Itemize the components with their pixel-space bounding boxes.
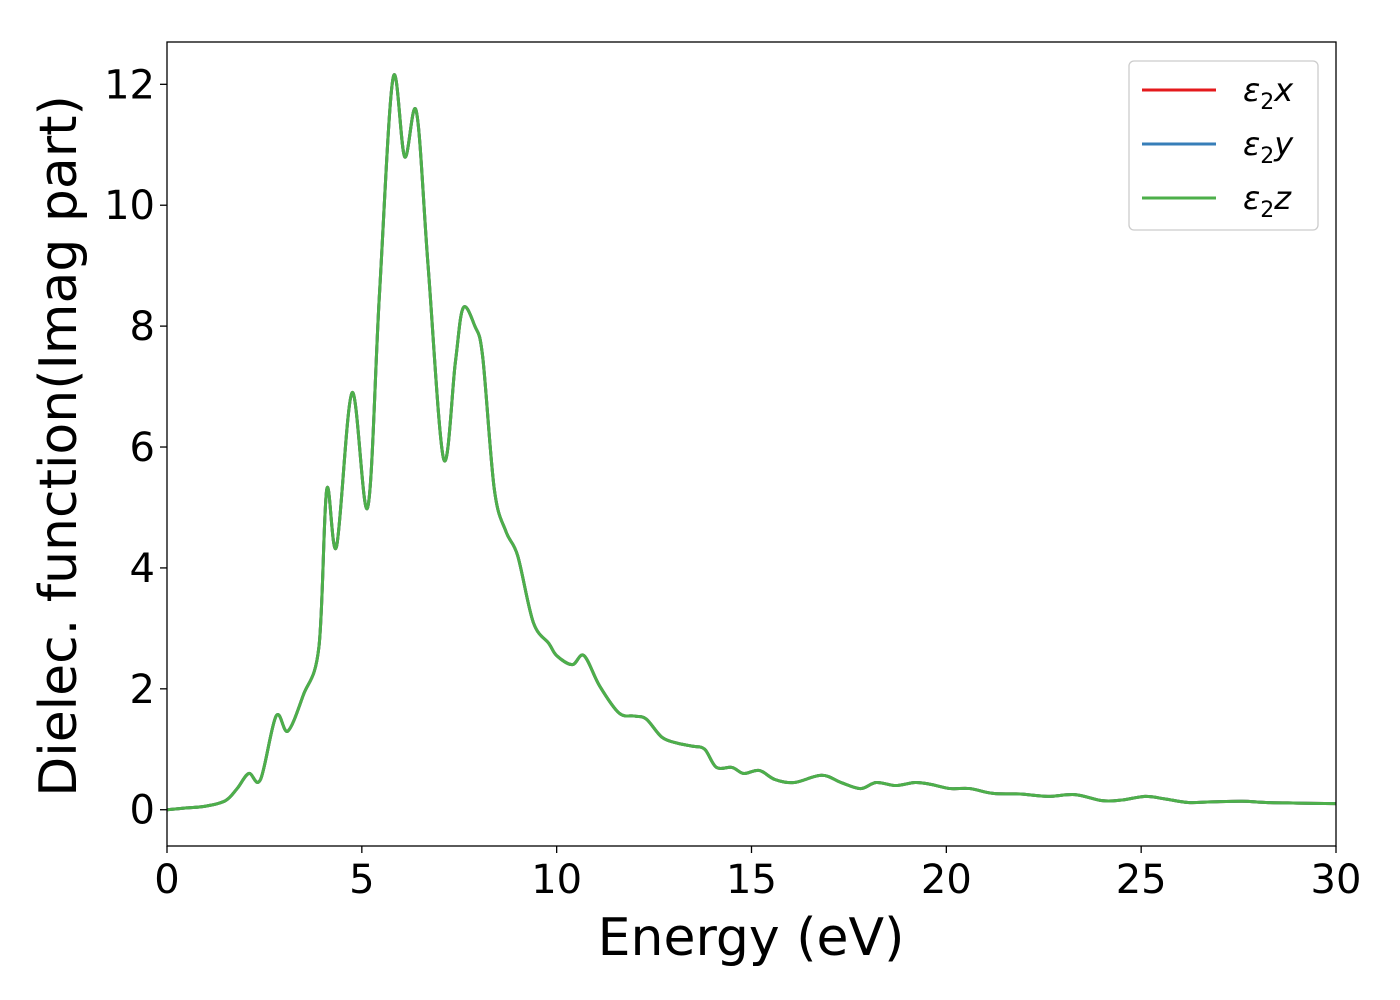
x-tick-label: 15 xyxy=(726,857,777,903)
x-tick-label: 0 xyxy=(154,857,179,903)
legend-label: ε2z xyxy=(1243,179,1292,223)
x-tick-label: 20 xyxy=(921,857,972,903)
y-tick-label: 0 xyxy=(130,788,155,834)
legend-entry-z: ε2z xyxy=(1142,179,1292,223)
x-tick-label: 5 xyxy=(349,857,374,903)
y-tick-label: 10 xyxy=(104,183,155,229)
legend-entry-x: ε2x xyxy=(1142,71,1294,115)
x-axis-title: Energy (eV) xyxy=(598,908,905,968)
y-axis-title: Dielec. function(Imag part) xyxy=(29,95,89,797)
y-tick-label: 2 xyxy=(130,667,155,713)
ticks-layer: 0 5 10 15 20 25 30 0 2 4 6 8 10 12 xyxy=(104,62,1361,903)
y-tick-label: 6 xyxy=(130,425,155,471)
x-tick-label: 10 xyxy=(531,857,582,903)
x-tick-label: 30 xyxy=(1311,857,1362,903)
x-tick-label: 25 xyxy=(1116,857,1167,903)
y-tick-label: 12 xyxy=(104,62,155,108)
legend-label: ε2x xyxy=(1243,71,1294,115)
line-layer xyxy=(166,73,1337,812)
legend-box xyxy=(1128,60,1319,231)
legend-entries: ε2x ε2y ε2z xyxy=(1142,71,1294,223)
legend: ε2x ε2y ε2z xyxy=(1128,60,1319,231)
legend-entry-y: ε2y xyxy=(1142,125,1294,169)
series-line-z xyxy=(166,73,1337,812)
y-tick-label: 8 xyxy=(130,304,155,350)
legend-label: ε2y xyxy=(1243,125,1294,169)
y-tick-label: 4 xyxy=(130,546,155,592)
